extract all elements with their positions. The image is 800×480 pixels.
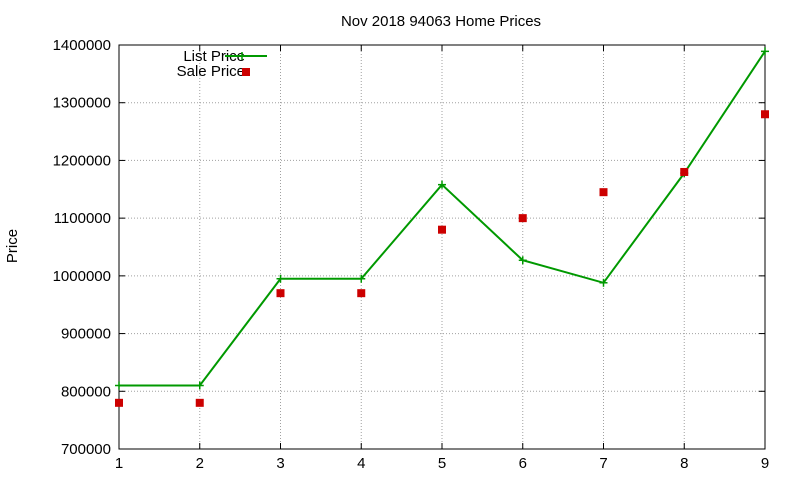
plot-border — [118, 44, 766, 450]
list-price-point — [357, 274, 366, 283]
list-price-point — [276, 274, 285, 283]
list-price-point — [599, 278, 608, 287]
y-axis-label: Price — [4, 229, 21, 263]
legend-swatch-sale-price — [242, 68, 250, 76]
y-tick-label: 1400000 — [53, 37, 111, 54]
x-tick-label: 6 — [519, 455, 527, 472]
list-price-point — [761, 47, 769, 56]
y-tick-label: 1300000 — [53, 95, 111, 112]
y-tick-label: 900000 — [61, 326, 111, 343]
x-tick-label: 5 — [438, 455, 446, 472]
x-tick-label: 8 — [680, 455, 688, 472]
list-price-point — [195, 381, 204, 390]
y-tick-label: 1200000 — [53, 152, 111, 169]
sale-price-point — [599, 188, 608, 197]
axes — [118, 44, 766, 450]
list-price-point — [518, 256, 527, 265]
x-tick-label: 3 — [276, 455, 284, 472]
sale-price-point — [357, 289, 366, 298]
tick-labels: 700000 800000 900000 1000000 1100000 1200000 1… — [53, 37, 770, 472]
x-tick-label: 4 — [357, 455, 365, 472]
sale-price-point — [195, 398, 204, 407]
series-layer — [115, 47, 769, 407]
sale-price-point — [680, 167, 689, 176]
y-tick-label: 700000 — [61, 441, 111, 458]
sale-price-point — [276, 289, 285, 298]
grid — [119, 45, 765, 449]
y-tick-label: 1000000 — [53, 268, 111, 285]
x-tick-label: 1 — [115, 455, 123, 472]
chart-title: Nov 2018 94063 Home Prices — [341, 13, 541, 30]
y-tick-label: 800000 — [61, 383, 111, 400]
sale-price-point — [115, 398, 123, 407]
list-price-point — [438, 180, 446, 189]
x-tick-label: 2 — [196, 455, 204, 472]
sale-price-point — [438, 225, 446, 234]
sale-price-point — [518, 214, 527, 223]
sale-price-point — [761, 110, 769, 119]
legend-label-list-price: List Price — [183, 48, 245, 65]
y-tick-label: 1100000 — [54, 210, 111, 227]
x-tick-label: 7 — [599, 455, 607, 472]
legend-label-sale-price: Sale Price — [177, 63, 245, 80]
list-price-point — [115, 381, 123, 390]
x-tick-label: 9 — [761, 455, 769, 472]
